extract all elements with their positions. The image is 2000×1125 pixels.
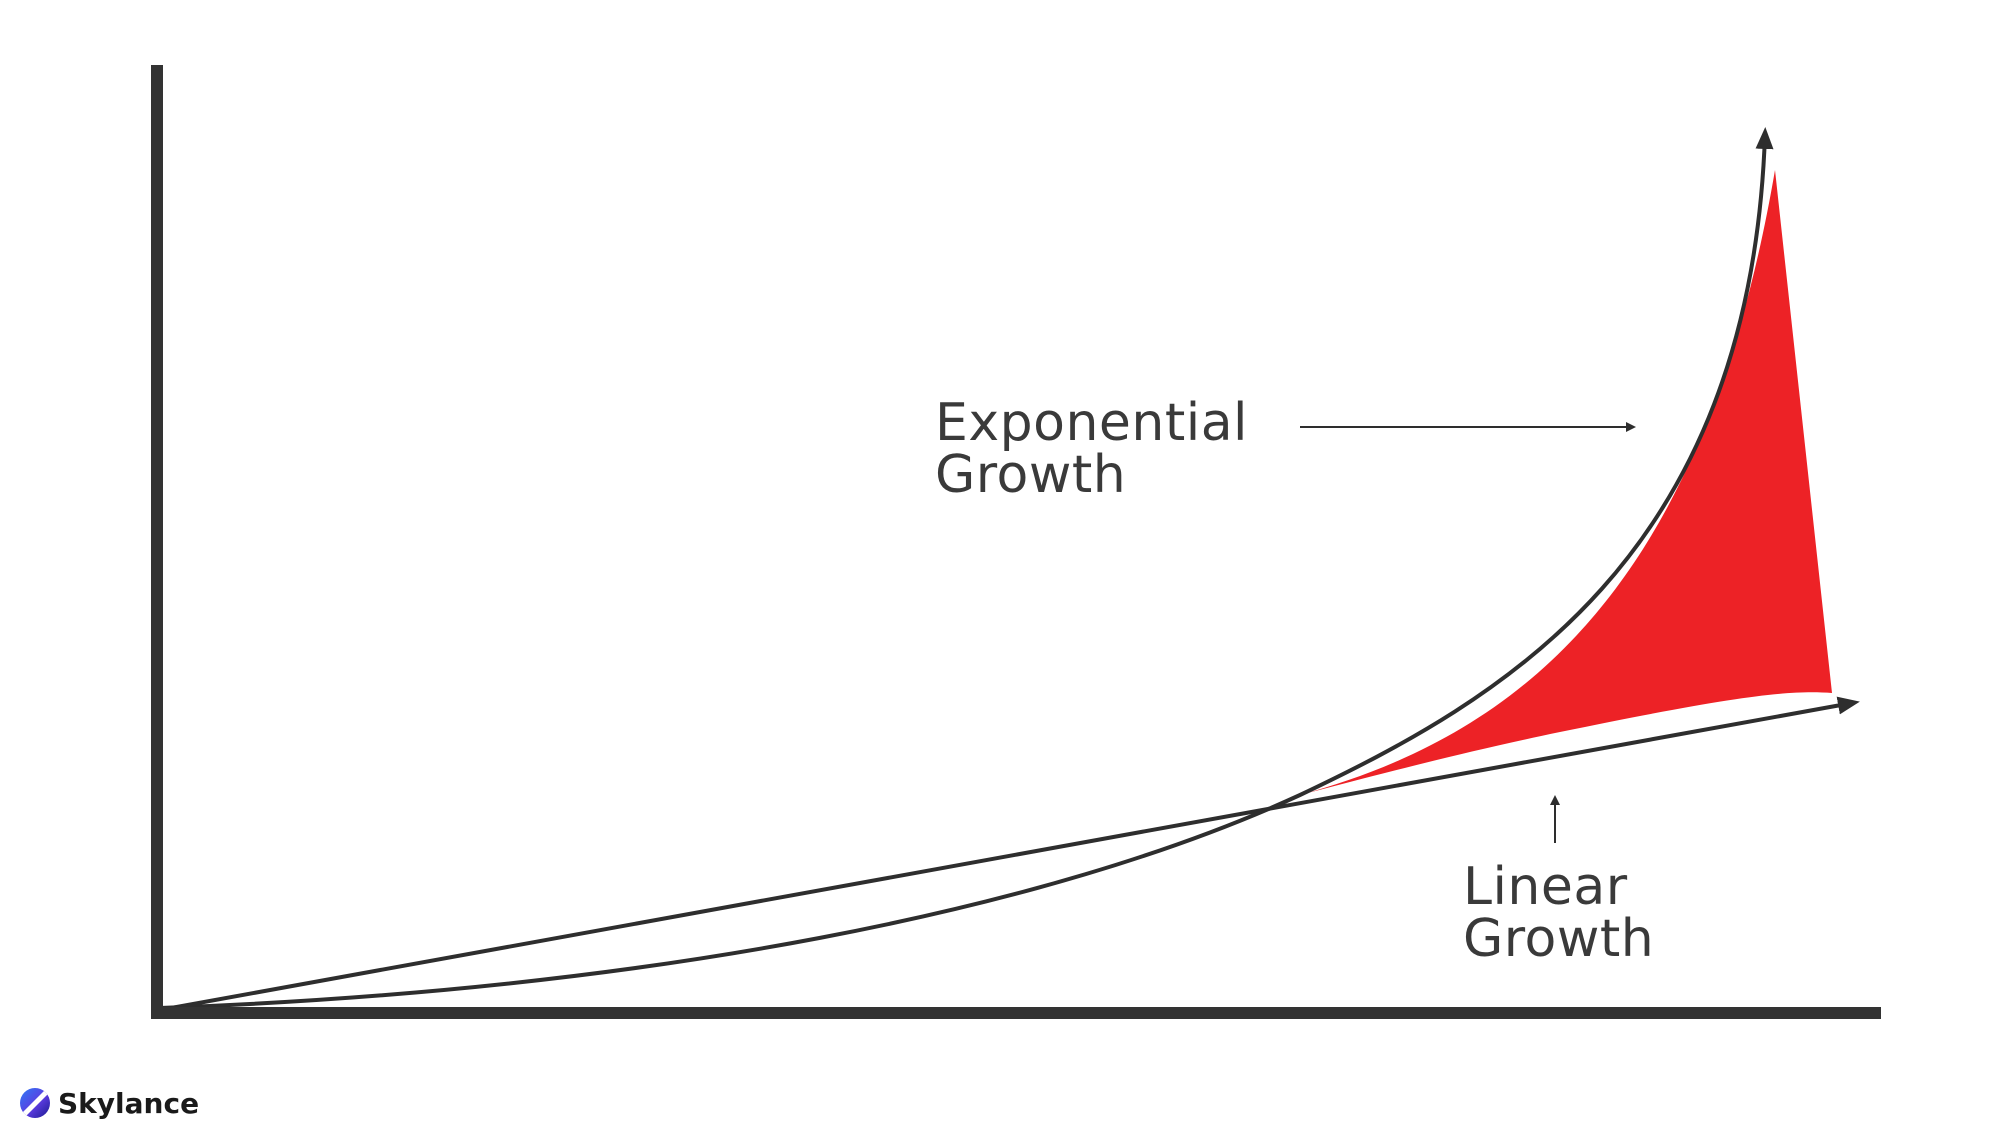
linear-growth-label: Linear Growth [1463, 861, 1654, 965]
exponential-curve [159, 127, 1774, 1010]
brand-name: Skylance [58, 1086, 200, 1120]
y-axis [151, 65, 163, 1019]
brand-footer: Skylance [20, 1085, 199, 1121]
exponential-label-line-1: Exponential [935, 393, 1249, 453]
linear-line [159, 696, 1860, 1012]
growth-gap-area [1300, 170, 1832, 795]
exponential-label-line-2: Growth [935, 445, 1127, 505]
linear-label-line-1: Linear [1463, 857, 1628, 917]
x-axis [151, 1007, 1881, 1019]
linear-label-line-2: Growth [1463, 909, 1655, 969]
skylance-logo-icon [20, 1088, 50, 1118]
exponential-growth-label: Exponential Growth [935, 397, 1248, 501]
